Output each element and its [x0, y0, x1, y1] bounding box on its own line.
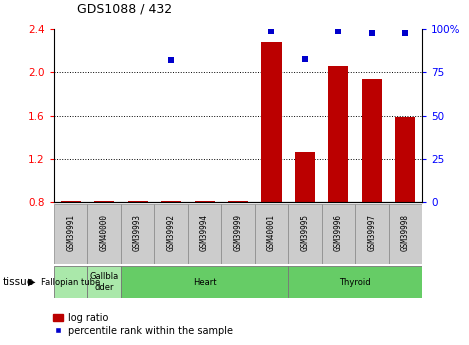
Bar [94, 201, 114, 202]
Bar [288, 204, 322, 264]
Text: tissue: tissue [2, 277, 33, 287]
Text: Thyroid: Thyroid [340, 277, 371, 287]
Bar [61, 201, 81, 202]
Bar [389, 204, 422, 264]
Bar [395, 117, 416, 202]
Text: GSM39993: GSM39993 [133, 214, 142, 251]
Bar [54, 204, 87, 264]
Text: GSM39996: GSM39996 [334, 214, 343, 251]
Text: GSM39997: GSM39997 [367, 214, 377, 251]
Bar [288, 266, 422, 298]
Bar [355, 204, 389, 264]
Bar [87, 266, 121, 298]
Bar [161, 200, 181, 202]
Bar [121, 266, 288, 298]
Bar [54, 266, 87, 298]
Bar [87, 204, 121, 264]
Text: GSM40001: GSM40001 [267, 214, 276, 251]
Text: GSM39994: GSM39994 [200, 214, 209, 251]
Text: ▶: ▶ [28, 277, 36, 287]
Bar [154, 204, 188, 264]
Bar [195, 201, 215, 202]
Bar [128, 201, 148, 202]
Text: GSM39998: GSM39998 [401, 214, 410, 251]
Bar [328, 66, 348, 202]
Text: GSM39995: GSM39995 [301, 214, 310, 251]
Bar [121, 204, 154, 264]
Bar [228, 201, 248, 202]
Text: GDS1088 / 432: GDS1088 / 432 [77, 2, 173, 16]
Bar [255, 204, 288, 264]
Bar [221, 204, 255, 264]
Bar [322, 204, 355, 264]
Bar [261, 42, 281, 202]
Legend: log ratio, percentile rank within the sample: log ratio, percentile rank within the sa… [49, 309, 237, 339]
Text: Gallbla
dder: Gallbla dder [90, 272, 119, 292]
Text: Fallopian tube: Fallopian tube [41, 277, 100, 287]
Text: GSM39991: GSM39991 [66, 214, 75, 251]
Text: GSM39999: GSM39999 [234, 214, 242, 251]
Bar [188, 204, 221, 264]
Text: GSM40000: GSM40000 [99, 214, 109, 251]
Bar [362, 79, 382, 202]
Bar [295, 152, 315, 202]
Text: Heart: Heart [193, 277, 216, 287]
Text: GSM39992: GSM39992 [166, 214, 175, 251]
